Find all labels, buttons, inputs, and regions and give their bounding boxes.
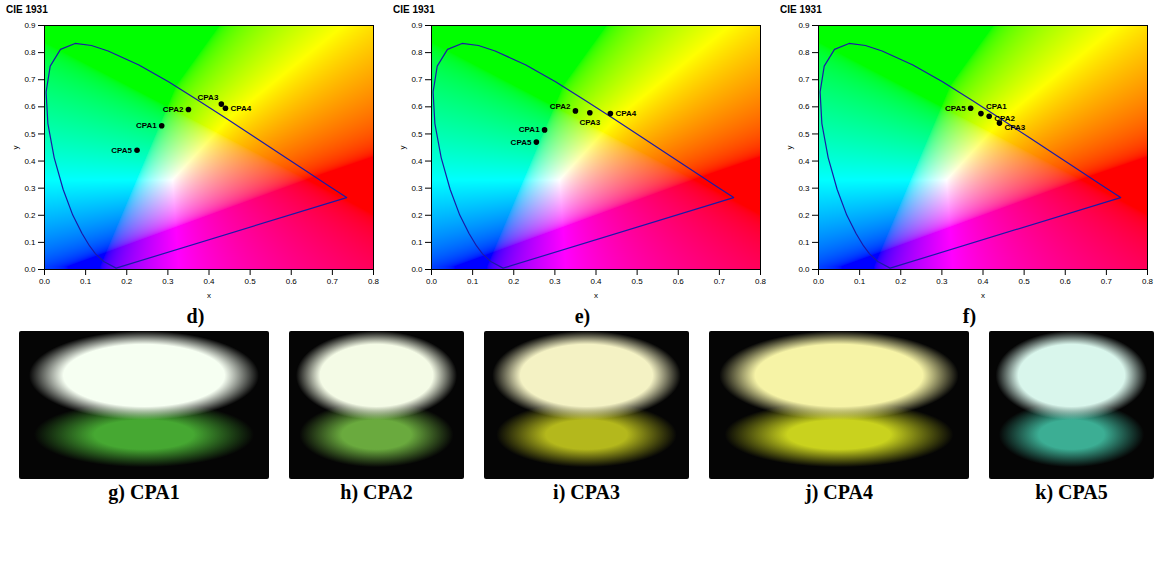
svg-text:CPA2: CPA2 [550,102,571,111]
svg-text:0.8: 0.8 [755,277,767,286]
svg-text:0.5: 0.5 [1019,277,1031,286]
svg-text:CPA4: CPA4 [615,109,636,118]
svg-text:y: y [11,146,20,150]
svg-text:0.4: 0.4 [24,157,36,166]
svg-text:0.5: 0.5 [245,277,257,286]
svg-text:0.6: 0.6 [798,102,810,111]
svg-text:0.5: 0.5 [411,130,423,139]
html-text:g) CPA1: g) CPA1 [108,481,180,503]
html-text:j) CPA4: j) CPA4 [805,481,873,503]
svg-text:0.3: 0.3 [162,277,174,286]
svg-text:CPA2: CPA2 [163,105,184,114]
svg-text:CPA3: CPA3 [1004,123,1025,132]
svg-text:0.5: 0.5 [24,130,36,139]
svg-text:0.3: 0.3 [549,277,561,286]
html-text:d): d) [186,305,205,327]
svg-text:0.8: 0.8 [411,48,423,57]
svg-text:0.9: 0.9 [24,21,36,30]
svg-text:0.1: 0.1 [854,277,866,286]
svg-text:0.7: 0.7 [1101,277,1113,286]
svg-text:0.8: 0.8 [798,48,810,57]
html-text:e): e) [574,305,591,327]
svg-text:0.0: 0.0 [426,277,438,286]
svg-text:0.1: 0.1 [411,238,423,247]
svg-text:0.3: 0.3 [798,184,810,193]
svg-text:0.2: 0.2 [798,211,810,220]
svg-text:0.7: 0.7 [327,277,339,286]
html-text:CIE 1931: CIE 1931 [393,4,435,15]
svg-text:0.4: 0.4 [203,277,215,286]
html-text:h) CPA2: h) CPA2 [340,481,413,503]
svg-text:0.3: 0.3 [24,184,36,193]
svg-text:CPA1: CPA1 [136,121,157,130]
svg-text:0.2: 0.2 [24,211,36,220]
svg-text:0.7: 0.7 [714,277,726,286]
svg-text:y: y [785,146,794,150]
svg-text:0.8: 0.8 [368,277,380,286]
svg-text:0.6: 0.6 [411,102,423,111]
svg-text:CPA1: CPA1 [519,125,540,134]
svg-text:CPA2: CPA2 [994,114,1015,123]
svg-text:CPA3: CPA3 [579,118,600,127]
svg-text:0.5: 0.5 [632,277,644,286]
svg-text:0.4: 0.4 [977,277,989,286]
svg-text:0.0: 0.0 [39,277,51,286]
html-text:CIE 1931: CIE 1931 [6,4,48,15]
svg-text:0.9: 0.9 [798,21,810,30]
svg-text:0.4: 0.4 [798,157,810,166]
svg-text:CPA5: CPA5 [511,138,532,147]
svg-text:x: x [207,291,211,300]
svg-text:0.0: 0.0 [411,265,423,274]
svg-text:CPA5: CPA5 [111,146,132,155]
svg-text:0.7: 0.7 [798,75,810,84]
html-text:f): f) [962,305,977,327]
html-text:k) CPA5: k) CPA5 [1035,481,1108,503]
svg-text:0.6: 0.6 [286,277,298,286]
svg-text:0.2: 0.2 [411,211,423,220]
svg-text:0.7: 0.7 [24,75,36,84]
svg-text:0.5: 0.5 [798,130,810,139]
html-text:i) CPA3: i) CPA3 [553,481,620,503]
svg-text:0.1: 0.1 [798,238,810,247]
svg-text:0.2: 0.2 [895,277,907,286]
svg-text:0.3: 0.3 [411,184,423,193]
svg-text:0.1: 0.1 [24,238,36,247]
svg-text:0.8: 0.8 [24,48,36,57]
svg-text:0.0: 0.0 [798,265,810,274]
svg-text:0.0: 0.0 [813,277,825,286]
svg-text:0.2: 0.2 [508,277,520,286]
svg-text:0.4: 0.4 [411,157,423,166]
svg-text:0.9: 0.9 [411,21,423,30]
html-text:CIE 1931: CIE 1931 [780,4,822,15]
svg-text:CPA5: CPA5 [945,104,966,113]
svg-text:0.7: 0.7 [411,75,423,84]
svg-text:0.4: 0.4 [590,277,602,286]
svg-text:x: x [981,291,985,300]
svg-text:0.6: 0.6 [24,102,36,111]
svg-text:0.2: 0.2 [121,277,133,286]
svg-text:0.0: 0.0 [24,265,36,274]
svg-text:0.6: 0.6 [1060,277,1072,286]
svg-text:y: y [398,146,407,150]
svg-text:0.8: 0.8 [1142,277,1154,286]
svg-text:x: x [594,291,598,300]
svg-text:CPA4: CPA4 [230,104,251,113]
svg-text:0.1: 0.1 [467,277,479,286]
svg-text:CPA1: CPA1 [986,102,1007,111]
svg-text:0.6: 0.6 [673,277,685,286]
svg-text:0.1: 0.1 [80,277,92,286]
svg-text:0.3: 0.3 [936,277,948,286]
svg-text:CPA3: CPA3 [198,93,219,102]
